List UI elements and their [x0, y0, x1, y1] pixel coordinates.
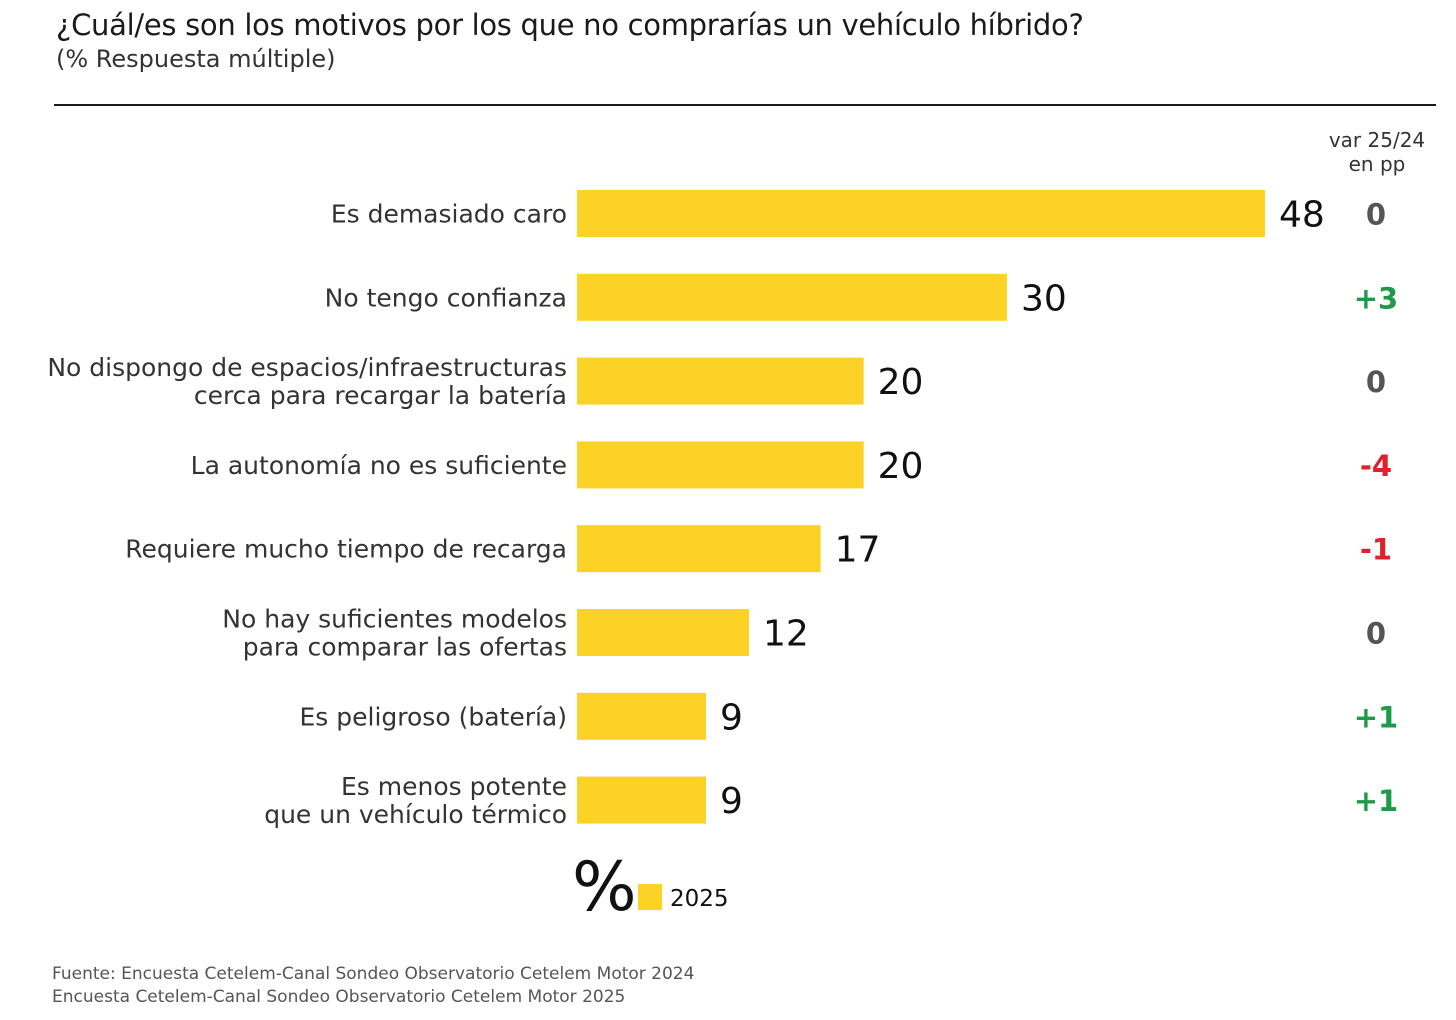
category-label: No tengo confianza [325, 283, 567, 312]
bar [577, 776, 706, 824]
category-label: Es demasiado caro [331, 200, 567, 229]
value-label: 12 [763, 614, 809, 655]
source-line-1: Fuente: Encuesta Cetelem-Canal Sondeo Ob… [52, 964, 695, 984]
variation-header-line1: var 25/24 [1328, 128, 1426, 152]
legend-label: 2025 [670, 886, 729, 912]
legend-swatch [638, 884, 662, 910]
value-label: 30 [1021, 278, 1067, 319]
value-label: 20 [878, 446, 924, 487]
category-label: No dispongo de espacios/infraestructuras [47, 353, 567, 382]
unit-symbol: % [572, 848, 637, 927]
value-label: 9 [720, 781, 743, 822]
category-label: Es peligroso (batería) [300, 702, 568, 731]
category-label: Requiere mucho tiempo de recarga [125, 535, 567, 564]
title-divider [54, 104, 1436, 106]
category-label: Es menos potente [341, 772, 567, 801]
variation-label: +1 [1354, 700, 1398, 734]
category-label: para comparar las ofertas [243, 633, 567, 662]
variation-label: -4 [1360, 449, 1392, 483]
bar [577, 441, 864, 489]
variation-label: 0 [1366, 617, 1386, 651]
category-label: cerca para recargar la batería [194, 381, 567, 410]
bar [577, 609, 749, 656]
category-label: que un vehículo térmico [264, 800, 567, 829]
bar [577, 525, 821, 573]
variation-column-header: var 25/24 en pp [1318, 128, 1436, 176]
variation-label: -1 [1360, 533, 1392, 567]
value-label: 20 [878, 362, 924, 403]
value-label: 48 [1279, 195, 1325, 236]
bar [577, 273, 1007, 321]
category-label: No hay suficientes modelos [222, 605, 567, 634]
value-label: 17 [835, 530, 881, 571]
variation-label: +1 [1354, 784, 1398, 818]
chart-subtitle: (% Respuesta múltiple) [56, 45, 336, 73]
category-label: La autonomía no es suficiente [191, 451, 567, 480]
variation-label: +3 [1354, 281, 1398, 315]
bar [577, 692, 706, 740]
bar [577, 357, 864, 405]
variation-label: 0 [1366, 365, 1386, 399]
source-line-2: Encuesta Cetelem-Canal Sondeo Observator… [52, 987, 626, 1007]
variation-header-line2: en pp [1348, 152, 1406, 176]
bar [577, 190, 1265, 237]
chart-title: ¿Cuál/es son los motivos por los que no … [56, 8, 1084, 42]
value-label: 9 [720, 697, 743, 738]
variation-label: 0 [1366, 198, 1386, 232]
